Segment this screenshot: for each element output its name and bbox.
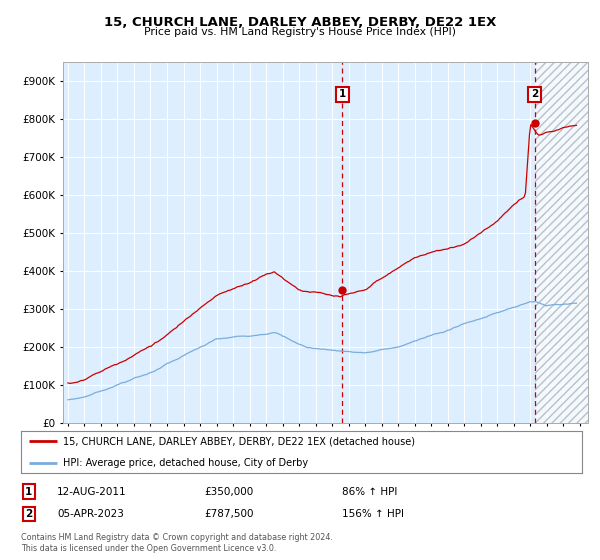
Text: 2: 2	[25, 509, 32, 519]
Text: £787,500: £787,500	[204, 509, 254, 519]
Text: 2: 2	[531, 89, 538, 99]
Text: 15, CHURCH LANE, DARLEY ABBEY, DERBY, DE22 1EX: 15, CHURCH LANE, DARLEY ABBEY, DERBY, DE…	[104, 16, 496, 29]
Text: £350,000: £350,000	[204, 487, 253, 497]
Text: 05-APR-2023: 05-APR-2023	[57, 509, 124, 519]
Text: HPI: Average price, detached house, City of Derby: HPI: Average price, detached house, City…	[63, 458, 308, 468]
Bar	[535, 62, 588, 423]
Text: 156% ↑ HPI: 156% ↑ HPI	[342, 509, 404, 519]
Text: 15, CHURCH LANE, DARLEY ABBEY, DERBY, DE22 1EX (detached house): 15, CHURCH LANE, DARLEY ABBEY, DERBY, DE…	[63, 436, 415, 446]
Text: 1: 1	[339, 89, 346, 99]
Text: 1: 1	[25, 487, 32, 497]
Text: Contains HM Land Registry data © Crown copyright and database right 2024.
This d: Contains HM Land Registry data © Crown c…	[21, 533, 333, 553]
Text: 12-AUG-2011: 12-AUG-2011	[57, 487, 127, 497]
Text: 86% ↑ HPI: 86% ↑ HPI	[342, 487, 397, 497]
Text: Price paid vs. HM Land Registry's House Price Index (HPI): Price paid vs. HM Land Registry's House …	[144, 27, 456, 38]
